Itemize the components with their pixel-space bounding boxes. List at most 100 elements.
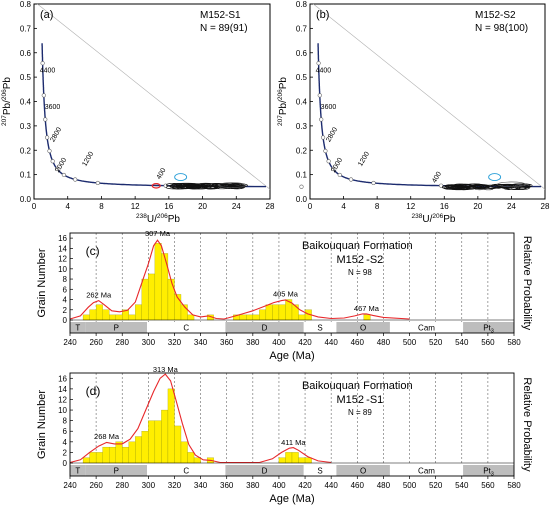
data-ellipse [471, 184, 485, 188]
period-label: O [360, 324, 366, 333]
y-tick-label: 0.3 [20, 122, 32, 131]
data-ellipse [173, 183, 190, 188]
y-tick-label: 10 [58, 406, 67, 415]
x-tick-label: 240 [63, 481, 77, 490]
data-ellipse [443, 185, 459, 190]
y-tick-label: 14 [58, 385, 67, 394]
period-band [389, 465, 464, 476]
histogram-bar [128, 441, 136, 464]
y-tick-label: 4 [63, 438, 68, 447]
x-tick-label: 300 [142, 338, 156, 347]
y-tick-label: 16 [58, 374, 67, 383]
y-label-part: 206 [1, 89, 8, 100]
age-marker [95, 180, 100, 186]
histogram-bar [115, 314, 123, 321]
x-tick-label: 8 [375, 202, 380, 211]
age-marker [317, 93, 322, 98]
y-tick-label: 6 [63, 427, 68, 436]
x-tick-label: 0 [308, 202, 313, 211]
y-tick-label: 0 [63, 459, 68, 468]
histogram-bar [141, 278, 149, 321]
age-marker [61, 172, 67, 178]
y-tick-label: 0.8 [20, 0, 32, 9]
peak-label: 307 Ma [145, 229, 171, 238]
sample-name: M152-S2 [475, 10, 516, 21]
x-tick-label: 300 [142, 481, 156, 490]
period-band [85, 322, 148, 333]
x-tick-label: 360 [220, 481, 234, 490]
histogram-bar [265, 304, 273, 321]
x-tick-label: 440 [324, 481, 338, 490]
y-tick-label: 0.8 [296, 0, 308, 9]
period-band [147, 322, 226, 333]
x-tick-label: 20 [198, 202, 207, 211]
age-label: 3600 [321, 104, 337, 111]
y-tick-label: 4 [63, 296, 68, 305]
y-tick-label: 0.6 [20, 49, 32, 58]
y-tick-label: 0.5 [20, 73, 32, 82]
y-axis-label: 207Pb/206Pb [277, 77, 289, 126]
age-marker [43, 117, 48, 122]
y-tick-label: 12 [58, 255, 67, 264]
period-label: Cam [418, 324, 435, 333]
x-tick-label: 360 [220, 338, 234, 347]
concordia-curve [41, 43, 266, 188]
histogram-bar [95, 452, 103, 464]
peak-label: 268 Ma [94, 432, 120, 441]
age-marker [337, 172, 342, 178]
histogram-bar [285, 452, 293, 464]
rejected-ellipse-blue [488, 173, 502, 182]
x-tick-label: 280 [116, 481, 130, 490]
y-label-part: 207 [277, 115, 284, 126]
y-tick-label: 0.1 [20, 171, 32, 180]
x-tick-label: 16 [440, 202, 449, 211]
x-label-part: 206 [432, 213, 443, 220]
data-ellipse [200, 183, 219, 188]
age-label: 4400 [40, 67, 56, 74]
x-label-part: Pb [168, 214, 181, 225]
y-tick-label: 0.2 [20, 146, 32, 155]
histogram-bar [154, 243, 162, 321]
rejected-ellipse-blue [174, 173, 188, 182]
y-tick-label: 0.4 [296, 98, 308, 107]
sample-name: M152 ‐S2 [336, 254, 383, 266]
peak-label: 313 Ma [153, 365, 179, 374]
histogram-bar [239, 314, 247, 321]
period-band [463, 322, 514, 333]
histogram-bar [180, 441, 188, 464]
period-band [225, 322, 304, 333]
histogram-bar [89, 452, 97, 464]
x-axis-label: Age (Ma) [269, 493, 314, 505]
x-label-part: 238 [412, 213, 423, 220]
period-band [225, 465, 304, 476]
period-band [336, 465, 390, 476]
period-band [70, 465, 86, 476]
reference-line [37, 3, 271, 190]
period-label: S [317, 324, 322, 333]
y-label-part: Pb/ [2, 100, 13, 115]
age-marker [40, 61, 45, 66]
x-axis-label: 238U/206Pb [136, 213, 180, 225]
x-tick-label: 320 [168, 481, 182, 490]
y-tick-label: 10 [58, 265, 67, 274]
period-band [70, 322, 86, 333]
histogram-bar [115, 441, 123, 464]
x-tick-label: 580 [507, 338, 521, 347]
x-tick-label: 16 [164, 202, 173, 211]
y-tick-label: 0.7 [20, 24, 32, 33]
y-tick-label: 12 [58, 395, 67, 404]
reference-line [313, 3, 546, 190]
y-tick-label: 0.3 [296, 122, 308, 131]
histogram-bar [161, 409, 169, 464]
x-tick-label: 520 [429, 481, 443, 490]
period-label: O [360, 467, 366, 476]
x-label-part: Pb [443, 214, 456, 225]
x-tick-label: 260 [89, 338, 103, 347]
age-marker [47, 148, 52, 154]
age-marker [73, 177, 78, 182]
age-label: 3600 [45, 104, 61, 111]
histogram-bar [102, 309, 110, 321]
